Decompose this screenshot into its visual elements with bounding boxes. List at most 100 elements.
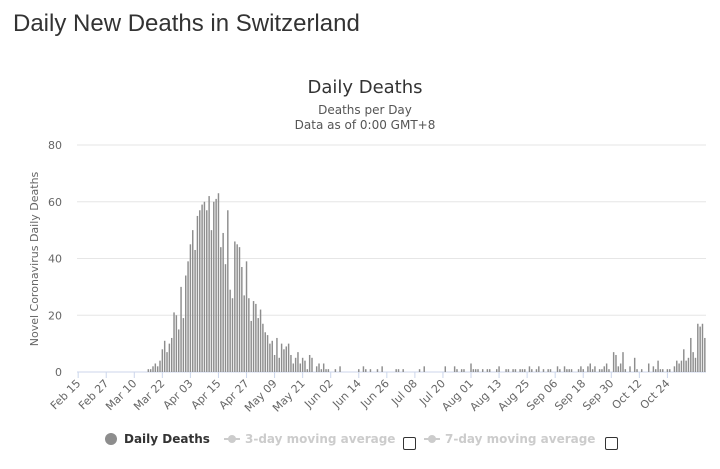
bar	[241, 267, 243, 372]
x-tick-label: Apr 03	[161, 377, 196, 412]
bar	[243, 295, 245, 372]
bar	[662, 369, 664, 372]
bar	[666, 369, 669, 372]
bar	[173, 312, 175, 372]
bar	[306, 369, 309, 372]
bar	[608, 369, 610, 372]
bar	[566, 369, 568, 372]
bar	[659, 369, 662, 372]
bar	[170, 337, 173, 372]
bar	[315, 366, 318, 372]
bar	[196, 215, 199, 372]
bar	[224, 264, 227, 372]
bar	[524, 369, 526, 372]
x-tick-label: Feb 15	[48, 377, 83, 412]
bar	[521, 369, 524, 372]
bar	[362, 366, 365, 372]
bar	[704, 337, 706, 372]
x-tick-label: Jun 26	[358, 377, 392, 411]
bar	[477, 369, 479, 372]
bar	[683, 349, 685, 372]
bar	[624, 369, 627, 372]
x-tick-label: Oct 12	[609, 377, 644, 412]
bar	[215, 198, 217, 372]
bar	[685, 360, 687, 372]
bar	[519, 369, 521, 372]
bar	[556, 366, 559, 372]
bar	[290, 354, 292, 372]
page-title: Daily New Deaths in Switzerland	[13, 10, 360, 37]
bar	[168, 343, 171, 373]
bar	[320, 369, 323, 372]
bar	[308, 354, 311, 372]
bar	[199, 210, 201, 372]
bar	[255, 303, 257, 372]
bar	[601, 369, 603, 372]
bar	[189, 244, 192, 372]
y-tick-label: 40	[48, 253, 62, 266]
legend-label: Daily Deaths	[124, 432, 210, 446]
bar	[217, 193, 220, 372]
bar	[266, 335, 269, 372]
bar	[231, 298, 234, 372]
bar	[669, 369, 671, 372]
x-tick-label: Jun 02	[301, 377, 335, 411]
x-tick-label: Jun 14	[329, 377, 363, 411]
bar	[369, 369, 372, 372]
bar	[582, 369, 584, 372]
bar	[238, 247, 241, 372]
bar	[194, 249, 196, 372]
bar	[185, 275, 187, 372]
chart-subtitle-line-1: Deaths per Day	[318, 103, 412, 117]
bar	[271, 340, 273, 372]
bar	[568, 369, 570, 372]
bar	[474, 369, 477, 372]
bar	[192, 230, 194, 373]
legend-item-3-day-average[interactable]: 3-day moving average	[224, 432, 395, 446]
3-day-average-checkbox[interactable]	[403, 437, 416, 450]
bar	[301, 357, 304, 372]
bar	[325, 369, 327, 372]
bar	[210, 230, 213, 373]
bar	[507, 369, 510, 372]
bar	[453, 366, 456, 372]
bar	[460, 369, 463, 372]
bar	[334, 369, 337, 372]
7-day-average-checkbox[interactable]	[605, 437, 618, 450]
y-tick-label: 60	[48, 196, 62, 209]
bar	[463, 369, 465, 372]
bar	[549, 369, 552, 372]
bar	[264, 332, 266, 372]
legend-item-daily-deaths[interactable]: Daily Deaths	[105, 432, 210, 446]
bar	[514, 369, 517, 372]
bar	[701, 323, 704, 372]
bar	[690, 337, 692, 372]
bar	[615, 354, 617, 372]
bar	[652, 366, 655, 372]
legend-item-7-day-average[interactable]: 7-day moving average	[424, 432, 595, 446]
bar	[187, 261, 189, 372]
bar	[673, 366, 676, 372]
bar	[245, 261, 248, 372]
bar	[299, 363, 302, 372]
bar	[278, 357, 280, 372]
bar	[589, 363, 591, 372]
bar	[206, 210, 208, 372]
bar	[259, 309, 262, 372]
bar	[213, 201, 215, 372]
bar	[311, 357, 313, 372]
bar	[531, 369, 533, 372]
bar	[505, 369, 507, 372]
x-tick-label: Mar 22	[131, 377, 167, 413]
bar	[147, 369, 150, 372]
bar	[285, 346, 287, 372]
bar	[229, 289, 231, 372]
bar	[154, 363, 157, 372]
x-tick-label: Jul 08	[388, 377, 420, 409]
bar	[283, 349, 285, 372]
bar	[636, 369, 638, 372]
bar	[647, 363, 650, 372]
bar	[250, 320, 252, 372]
bar	[287, 343, 290, 373]
bar	[381, 366, 383, 372]
